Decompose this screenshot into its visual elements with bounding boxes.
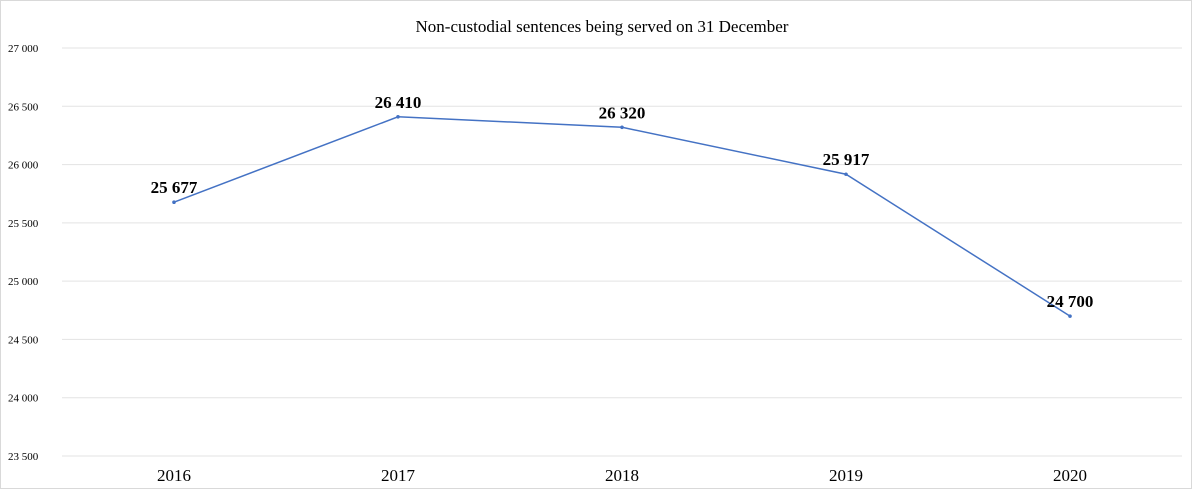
x-tick-label: 2016 bbox=[157, 466, 191, 485]
y-tick-label: 26 500 bbox=[8, 101, 39, 113]
data-label: 26 410 bbox=[375, 93, 422, 112]
series bbox=[172, 114, 1072, 318]
chart-title: Non-custodial sentences being served on … bbox=[416, 17, 789, 36]
y-tick-label: 24 000 bbox=[8, 393, 39, 405]
series-line bbox=[173, 116, 1071, 317]
y-tick-label: 24 500 bbox=[8, 334, 39, 346]
data-label: 25 917 bbox=[823, 150, 870, 169]
y-tick-label: 23 500 bbox=[8, 451, 39, 463]
y-tick-label: 27 000 bbox=[8, 43, 39, 55]
data-labels: 25 677 26 410 26 320 25 917 24 700 bbox=[151, 93, 1094, 311]
data-label: 25 677 bbox=[151, 178, 198, 197]
data-point bbox=[396, 114, 400, 119]
gridlines bbox=[62, 47, 1182, 457]
data-point bbox=[620, 125, 624, 130]
x-tick-label: 2020 bbox=[1053, 466, 1087, 485]
y-tick-label: 26 000 bbox=[8, 160, 39, 172]
data-point bbox=[844, 172, 848, 177]
data-point bbox=[1068, 314, 1072, 318]
data-point bbox=[172, 200, 176, 205]
y-tick-label: 25 000 bbox=[8, 276, 39, 288]
data-label: 26 320 bbox=[599, 103, 646, 122]
x-tick-label: 2019 bbox=[829, 466, 863, 485]
x-tick-label: 2017 bbox=[381, 466, 416, 485]
y-axis: 23 500 24 000 24 500 25 000 25 500 26 000 26 5… bbox=[8, 43, 39, 463]
y-tick-label: 25 500 bbox=[8, 218, 39, 230]
x-tick-label: 2018 bbox=[605, 466, 639, 485]
x-axis: 2016 2017 2018 2019 2020 bbox=[157, 466, 1087, 485]
data-label: 24 700 bbox=[1047, 292, 1094, 311]
